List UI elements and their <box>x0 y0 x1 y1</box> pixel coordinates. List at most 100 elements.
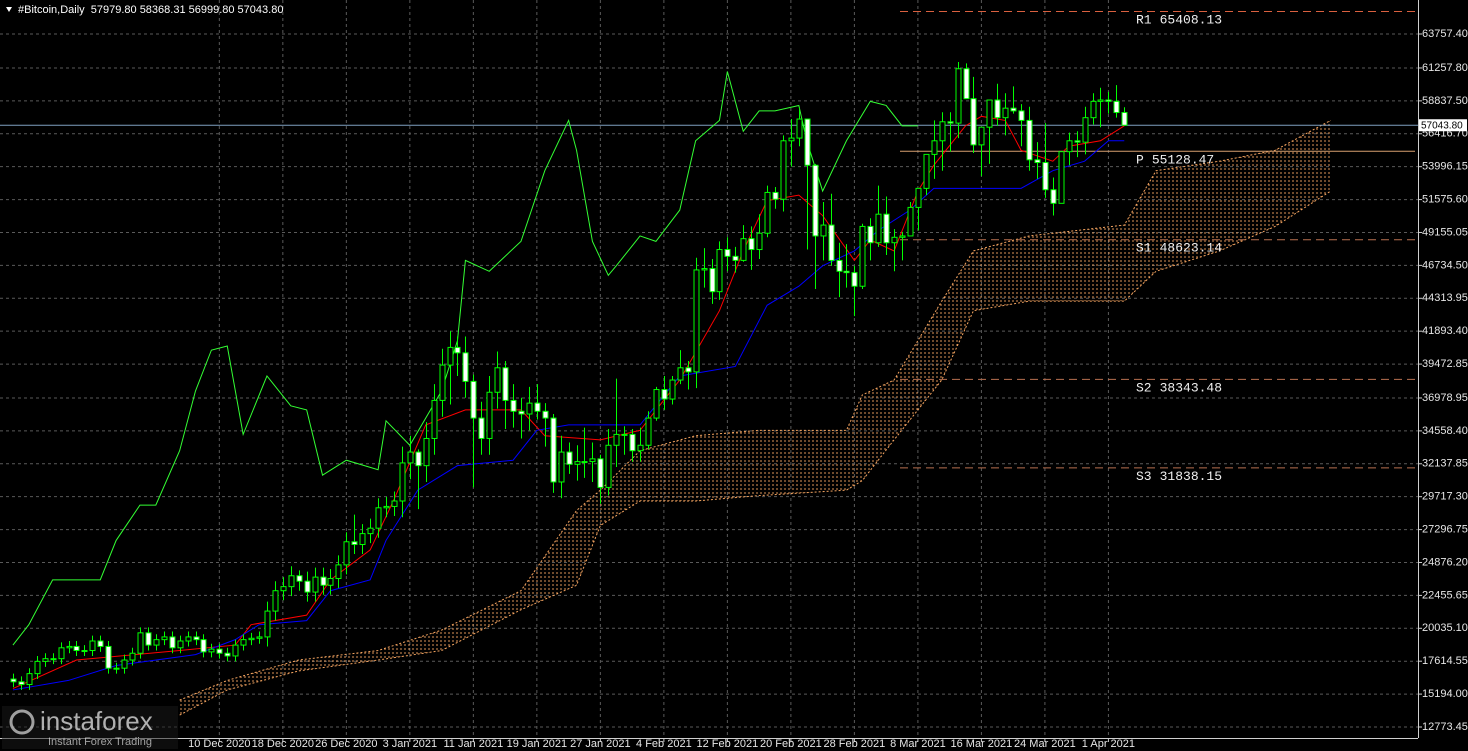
candle-body <box>653 389 660 419</box>
x-tick-label: 11 Jan 2021 <box>443 738 503 750</box>
y-tick-label: 34558.40 <box>1422 425 1468 437</box>
candle-body <box>1050 189 1057 204</box>
candle-body <box>1010 107 1017 112</box>
cloud <box>179 119 1331 716</box>
candle-body <box>1090 100 1097 119</box>
x-tick-label: 4 Feb 2021 <box>636 738 692 750</box>
candle-body <box>415 451 422 467</box>
candle-body <box>566 451 573 465</box>
candle-body <box>66 645 73 649</box>
candle-body <box>447 346 454 366</box>
candle-body <box>677 367 684 381</box>
candle-body <box>820 224 827 237</box>
candle-body <box>320 576 327 586</box>
candle-body <box>804 118 811 166</box>
y-tick-label: 46734.50 <box>1422 259 1468 271</box>
candle-body <box>1042 162 1049 191</box>
candle-body <box>407 451 414 464</box>
indicator-lines <box>12 71 1125 691</box>
candle-body <box>73 645 80 652</box>
x-tick-label: 1 Apr 2021 <box>1082 738 1135 750</box>
candle-body <box>661 389 668 400</box>
candle-body <box>732 255 739 261</box>
candle-body <box>740 238 747 261</box>
x-tick-label: 28 Feb 2021 <box>823 738 885 750</box>
pivot-value: 38343.48 <box>1160 381 1222 396</box>
candle-body <box>153 639 160 646</box>
candle-body <box>200 639 207 653</box>
candle-body <box>161 636 168 641</box>
candle-body <box>756 232 763 251</box>
candle-body <box>518 410 525 415</box>
candle-body <box>256 636 263 639</box>
x-tick-label: 12 Feb 2021 <box>696 738 758 750</box>
candle-body <box>1082 117 1089 143</box>
x-tick-label: 19 Jan 2021 <box>507 738 568 750</box>
candle-body <box>994 99 1001 119</box>
candle-body <box>1034 159 1041 164</box>
candle-body <box>1105 99 1112 102</box>
y-tick-label: 41893.40 <box>1422 325 1468 337</box>
candle-body <box>613 433 620 446</box>
x-tick-label: 26 Dec 2020 <box>315 738 377 750</box>
watermark-brand: instaforex <box>40 706 153 736</box>
candle-body <box>391 500 398 507</box>
candle-body <box>709 268 716 293</box>
candle-body <box>375 507 382 529</box>
chart-title: #Bitcoin,Daily 57979.80 58368.31 56999.8… <box>18 4 283 16</box>
pivot-value: 65408.13 <box>1160 13 1222 28</box>
x-tick-label: 16 Mar 2021 <box>951 738 1013 750</box>
candle-body <box>145 632 152 646</box>
candle-body <box>550 417 557 483</box>
candle-body <box>58 647 65 660</box>
candles <box>10 61 1128 690</box>
candle-body <box>645 417 652 446</box>
x-tick-label: 20 Feb 2021 <box>760 738 822 750</box>
pivot-label: R1 65408.13 <box>1136 13 1222 28</box>
y-tick-label: 58837.50 <box>1422 95 1468 107</box>
candle-body <box>724 249 731 257</box>
candle-body <box>574 461 581 465</box>
watermark-logo <box>9 709 35 735</box>
y-tick-label: 44313.95 <box>1422 292 1468 304</box>
x-tick-label: 24 Mar 2021 <box>1014 738 1076 750</box>
grid <box>0 0 1418 738</box>
candle-body <box>542 410 549 419</box>
y-tick-label: 20035.10 <box>1422 622 1468 634</box>
candle-body <box>367 527 374 535</box>
candle-body <box>121 659 128 669</box>
candle-body <box>81 650 88 653</box>
candle-body <box>939 121 946 142</box>
candle-body <box>526 402 533 415</box>
candle-body <box>431 399 438 439</box>
pivot-name: R1 <box>1136 13 1152 28</box>
candle-body <box>605 444 612 488</box>
indicator-line <box>12 71 918 646</box>
candle-body <box>812 164 819 237</box>
candle-body <box>304 580 311 593</box>
x-tick-label: 3 Jan 2021 <box>383 738 437 750</box>
candle-body <box>828 224 835 261</box>
candle-body <box>335 564 342 579</box>
y-tick-label: 53996.15 <box>1422 161 1468 173</box>
candle-body <box>454 346 461 354</box>
y-tick-label: 15194.00 <box>1422 688 1468 700</box>
candle-body <box>955 68 962 124</box>
pivot-name: P <box>1136 153 1144 168</box>
watermark-tagline: Instant Forex Trading <box>48 736 152 748</box>
candle-body <box>216 648 223 654</box>
candle-body <box>970 98 977 146</box>
candle-body <box>510 399 517 412</box>
candle-body <box>1002 107 1009 119</box>
candle-body <box>327 577 334 586</box>
x-tick-label: 27 Jan 2021 <box>570 738 631 750</box>
y-tick-label: 24876.20 <box>1422 556 1468 568</box>
candle-body <box>764 191 771 234</box>
candle-body <box>621 433 628 436</box>
candle-body <box>177 640 184 649</box>
candle-body <box>343 541 350 566</box>
candle-body <box>589 458 596 463</box>
watermark: instaforex Instant Forex Trading <box>2 706 178 749</box>
